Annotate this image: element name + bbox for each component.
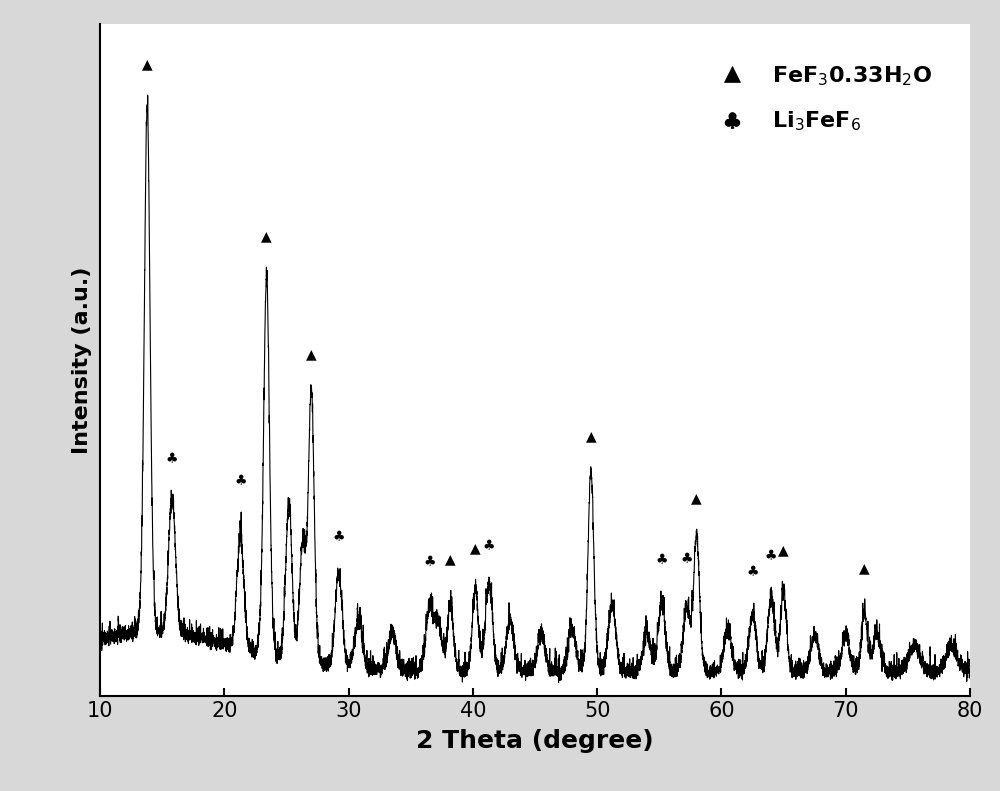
Text: ▲: ▲ <box>586 429 596 443</box>
Text: ▲: ▲ <box>691 491 702 505</box>
Text: ▲: ▲ <box>778 543 789 558</box>
Text: ▲: ▲ <box>142 57 153 71</box>
X-axis label: 2 Theta (degree): 2 Theta (degree) <box>416 729 654 753</box>
Text: ▲: ▲ <box>445 553 456 566</box>
Text: ♣: ♣ <box>656 553 668 567</box>
Text: ♣: ♣ <box>680 553 693 566</box>
Text: ♣: ♣ <box>765 549 777 563</box>
Text: ♣: ♣ <box>483 539 495 553</box>
Text: ♣: ♣ <box>234 475 247 488</box>
Text: ♣: ♣ <box>746 566 759 579</box>
Text: ♣: ♣ <box>423 555 436 570</box>
Text: ▲: ▲ <box>470 541 481 555</box>
Y-axis label: Intensity (a.u.): Intensity (a.u.) <box>72 267 92 453</box>
Legend: FeF$_3$0.33H$_2$O, Li$_3$FeF$_6$: FeF$_3$0.33H$_2$O, Li$_3$FeF$_6$ <box>701 55 941 142</box>
Text: ♣: ♣ <box>166 452 178 467</box>
Text: ▲: ▲ <box>859 561 870 575</box>
Text: ♣: ♣ <box>332 530 345 544</box>
Text: ▲: ▲ <box>306 347 317 361</box>
Text: ▲: ▲ <box>261 229 272 244</box>
